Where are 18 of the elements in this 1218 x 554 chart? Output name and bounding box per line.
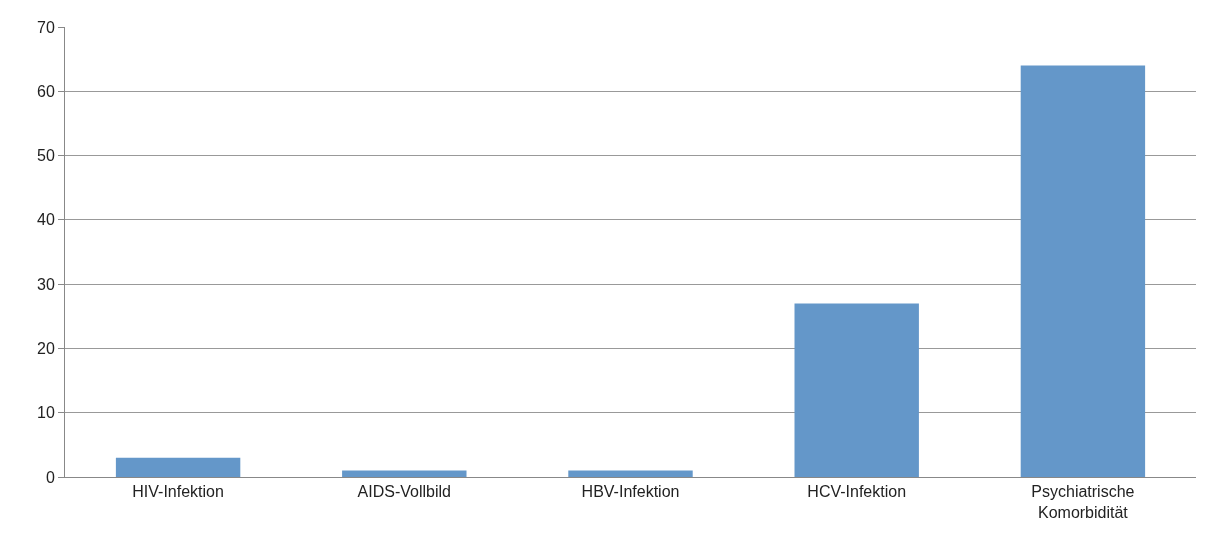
y-tick-label: 60 (37, 82, 55, 100)
x-tick-label: AIDS-Vollbild (357, 483, 451, 501)
y-tick-label: 70 (37, 18, 55, 36)
y-tick-label: 40 (37, 211, 55, 229)
bar (342, 470, 467, 477)
x-tick-label: HCV-Infektion (807, 483, 907, 501)
x-tick-label: HIV-Infektion (132, 483, 224, 501)
y-tick-label: 50 (37, 147, 55, 165)
bar (115, 457, 241, 477)
y-tick-label: 0 (45, 468, 55, 486)
y-tick-label: 10 (37, 404, 55, 422)
bar (568, 470, 693, 477)
x-tick-label: Psychiatrische Komorbidität (1031, 483, 1135, 521)
x-tick-label: HBV-Infektion (581, 483, 680, 501)
y-tick-label: 30 (37, 275, 55, 293)
bar (1020, 65, 1146, 477)
bar (794, 303, 919, 477)
y-tick-label: 20 (37, 340, 55, 358)
